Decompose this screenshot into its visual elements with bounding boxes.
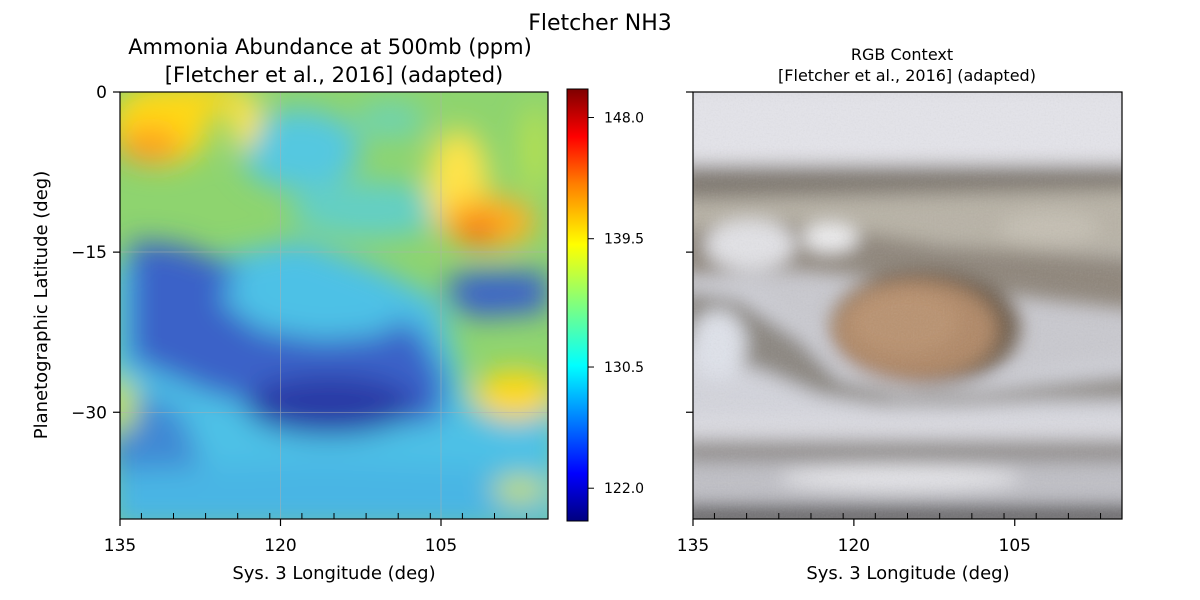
heatmap-x-ticks: 135 120 105 <box>104 519 457 556</box>
heatmap-panel: Ammonia Abundance at 500mb (ppm) [Fletch… <box>31 35 549 584</box>
colorbar: 148.0 139.5 130.5 122.0 <box>566 88 644 522</box>
rgb-image <box>693 92 1122 519</box>
rgb-x-ticks: 135 120 105 <box>677 519 1031 556</box>
heatmap-x-tick-label: 120 <box>264 536 296 556</box>
rgb-title-line1: RGB Context <box>851 45 953 64</box>
heatmap-y-tick-label: −15 <box>71 243 107 263</box>
figure-suptitle: Fletcher NH3 <box>528 11 672 36</box>
heatmap-x-label: Sys. 3 Longitude (deg) <box>232 563 435 584</box>
colorbar-ticks: 148.0 139.5 130.5 122.0 <box>588 111 644 497</box>
colorbar-tick-label: 139.5 <box>604 232 644 248</box>
rgb-x-tick-label: 120 <box>838 536 870 556</box>
heatmap-minor-ticks <box>140 513 528 519</box>
colorbar-gradient <box>566 88 589 522</box>
heatmap-y-tick-label: 0 <box>96 83 107 103</box>
heatmap-x-tick-label: 105 <box>425 536 457 556</box>
rgb-x-tick-label: 135 <box>677 536 709 556</box>
colorbar-tick-label: 130.5 <box>604 360 644 376</box>
heatmap-x-tick-label: 135 <box>104 536 136 556</box>
rgb-x-tick-label: 105 <box>999 536 1031 556</box>
colorbar-tick-label: 148.0 <box>604 111 644 127</box>
rgb-minor-ticks <box>713 513 1102 519</box>
heatmap-y-label: Planetographic Latitude (deg) <box>31 171 52 440</box>
heatmap-grid <box>120 92 548 519</box>
rgb-title-line2: [Fletcher et al., 2016] (adapted) <box>778 66 1036 85</box>
heatmap-plot-area <box>120 92 548 519</box>
heatmap-title-line2: [Fletcher et al., 2016] (adapted) <box>165 63 503 87</box>
heatmap-y-ticks: 0 −15 −30 <box>71 83 120 423</box>
heatmap-title-line1: Ammonia Abundance at 500mb (ppm) <box>128 35 532 59</box>
heatmap-y-tick-label: −30 <box>71 403 107 423</box>
rgb-x-label: Sys. 3 Longitude (deg) <box>806 563 1009 584</box>
rgb-panel: RGB Context [Fletcher et al., 2016] (ada… <box>677 45 1123 584</box>
colorbar-tick-label: 122.0 <box>604 481 644 497</box>
rgb-y-ticks <box>686 91 693 413</box>
